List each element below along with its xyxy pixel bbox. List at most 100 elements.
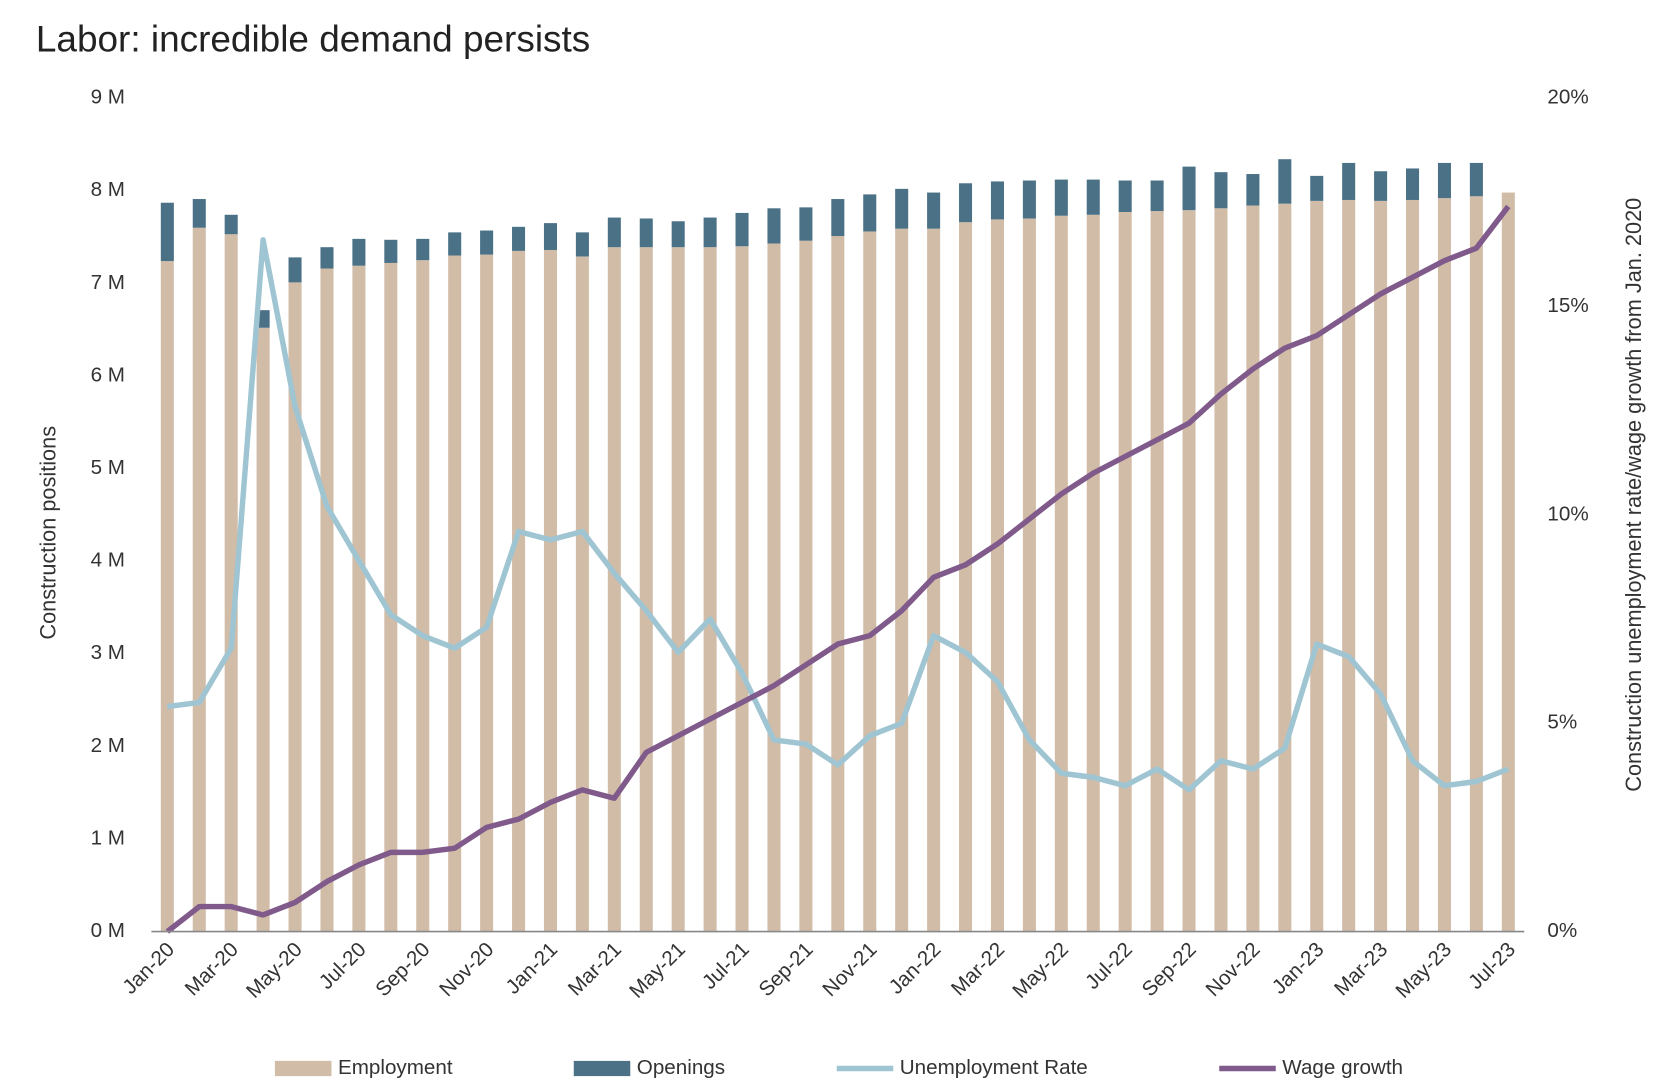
- bar: [767, 243, 781, 932]
- bar: [1246, 205, 1260, 932]
- bar: [1214, 208, 1228, 932]
- y-axis-title: Construction positions: [36, 426, 61, 640]
- x-tick-label: Sep-20: [371, 938, 434, 1001]
- line: [166, 237, 1510, 793]
- y-tick-label: 5 M: [91, 456, 125, 479]
- bar: [512, 250, 526, 932]
- bar: [1118, 180, 1132, 213]
- bar: [1086, 179, 1100, 215]
- y2-tick-label: 5%: [1547, 711, 1577, 734]
- bar: [288, 257, 302, 283]
- x-tick-label: Mar-20: [180, 938, 242, 1000]
- bar: [480, 254, 494, 932]
- bar: [1278, 203, 1292, 932]
- bar: [192, 199, 206, 228]
- bar: [1246, 174, 1260, 206]
- y2-tick-label: 20%: [1547, 86, 1588, 109]
- bar: [160, 202, 174, 262]
- x-tick-label: Jan-20: [118, 938, 179, 999]
- bar: [1437, 162, 1451, 199]
- y-tick-label: 4 M: [91, 549, 125, 572]
- x-tick-label: May-20: [242, 938, 307, 1003]
- x-tick-label: Jan-22: [884, 938, 945, 999]
- bar: [639, 247, 653, 932]
- y-tick-label: 8 M: [91, 178, 125, 201]
- bar: [1054, 215, 1068, 932]
- bar: [863, 231, 877, 932]
- bar: [1118, 212, 1132, 932]
- bar: [1374, 171, 1388, 201]
- bar: [703, 247, 717, 932]
- x-tick-label: Jul-20: [315, 938, 371, 994]
- bar: [1054, 179, 1068, 216]
- bar: [831, 199, 845, 237]
- bar: [799, 240, 813, 932]
- y-tick-label: 9 M: [91, 86, 125, 109]
- y-tick-label: 6 M: [91, 363, 125, 386]
- line: [165, 204, 1511, 934]
- bar: [863, 194, 877, 232]
- y2-axis-title: Construction unemployment rate/wage grow…: [1621, 198, 1646, 792]
- x-tick-label: Mar-22: [947, 938, 1009, 1000]
- bar: [384, 262, 398, 932]
- y-tick-label: 3 M: [91, 641, 125, 664]
- y-tick-label: 0 M: [91, 919, 125, 942]
- legend-label: Openings: [637, 1056, 725, 1079]
- bar: [607, 247, 621, 932]
- y-tick-label: 1 M: [91, 826, 125, 849]
- bar: [927, 192, 941, 229]
- x-tick-label: Nov-22: [1201, 938, 1264, 1001]
- x-tick-label: Nov-21: [818, 938, 881, 1001]
- bar: [160, 261, 174, 932]
- bar: [543, 223, 557, 250]
- bar: [320, 268, 334, 932]
- x-tick-label: Sep-21: [754, 938, 817, 1001]
- x-tick-label: Jul-21: [698, 938, 754, 994]
- x-tick-label: Jan-21: [501, 938, 562, 999]
- bar: [448, 232, 462, 256]
- bar: [575, 232, 589, 257]
- bar: [959, 222, 973, 932]
- y-tick-label: 7 M: [91, 271, 125, 294]
- bar: [575, 256, 589, 932]
- bar: [990, 181, 1004, 220]
- bar: [1437, 198, 1451, 932]
- bar: [288, 282, 302, 932]
- x-tick-label: Jul-22: [1081, 938, 1137, 994]
- y-tick-label: 2 M: [91, 734, 125, 757]
- bar: [1374, 200, 1388, 932]
- x-tick-label: Mar-21: [564, 938, 626, 1000]
- y2-tick-label: 15%: [1547, 294, 1588, 317]
- x-tick-label: May-22: [1008, 938, 1073, 1003]
- bar: [639, 218, 653, 248]
- bar: [1406, 199, 1420, 932]
- bar: [1501, 192, 1515, 932]
- x-tick-label: May-21: [625, 938, 690, 1003]
- bar: [1022, 180, 1036, 219]
- bar: [1310, 200, 1324, 932]
- bar: [607, 217, 621, 248]
- bar: [1182, 166, 1196, 211]
- x-tick-label: Mar-23: [1330, 938, 1392, 1000]
- bar: [735, 212, 749, 247]
- legend-label: Wage growth: [1282, 1056, 1403, 1079]
- bar: [1086, 214, 1100, 932]
- bar: [1469, 196, 1483, 932]
- bar: [384, 239, 398, 263]
- bar: [735, 246, 749, 932]
- bar: [1469, 162, 1483, 197]
- bar: [192, 227, 206, 932]
- legend-label: Unemployment Rate: [900, 1056, 1088, 1079]
- bar: [1214, 172, 1228, 209]
- bar: [767, 208, 781, 244]
- bar: [1150, 211, 1164, 932]
- bar: [256, 327, 270, 932]
- bar: [671, 221, 685, 248]
- bar: [352, 238, 366, 266]
- bar: [448, 255, 462, 932]
- bar: [512, 226, 526, 251]
- bar: [1310, 175, 1324, 201]
- bar: [1150, 180, 1164, 212]
- bar: [1182, 210, 1196, 932]
